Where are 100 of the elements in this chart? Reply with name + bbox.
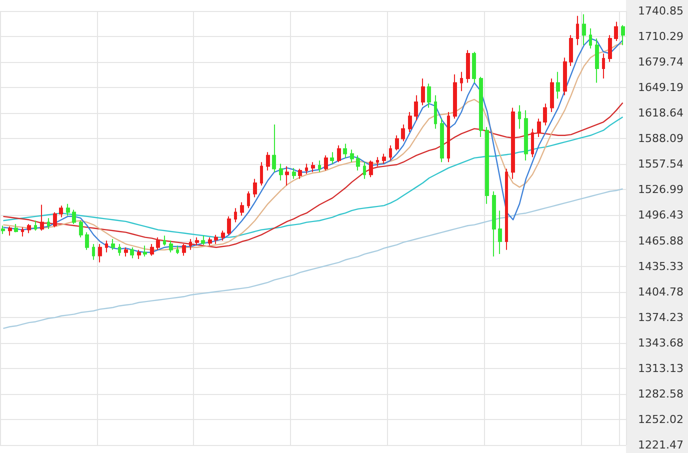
candlestick: [92, 244, 95, 260]
candlestick: [382, 153, 386, 164]
candlestick: [343, 143, 347, 158]
candlestick: [143, 245, 147, 258]
candlestick: [156, 236, 160, 250]
candlestick: [311, 162, 315, 173]
candlestick: [260, 162, 263, 186]
candlestick: [492, 190, 496, 258]
candlestick: [330, 152, 334, 164]
candlestick: [505, 168, 508, 250]
candlestick: [182, 244, 186, 256]
candlestick: [266, 152, 270, 171]
y-tick-label: 1313.13: [638, 362, 684, 375]
candlestick: [485, 126, 489, 204]
candlestick: [602, 52, 605, 80]
candlestick: [247, 190, 250, 209]
candlestick: [576, 15, 579, 46]
candlestick: [563, 57, 567, 96]
candlestick: [176, 245, 179, 255]
candlestick: [569, 34, 573, 67]
y-tick-label: 1588.09: [638, 132, 684, 146]
candlestick: [1, 225, 5, 234]
candlestick: [414, 94, 418, 121]
candlestick: [279, 163, 283, 182]
y-tick-label: 1221.47: [638, 438, 684, 452]
candlestick: [395, 134, 399, 151]
candlestick: [27, 223, 31, 234]
y-tick-label: 1282.58: [638, 387, 684, 400]
candlestick: [389, 144, 392, 161]
candlestick: [34, 220, 37, 232]
candlestick: [137, 249, 141, 260]
candlestick: [589, 28, 592, 49]
candlestick: [272, 124, 276, 173]
y-tick-label: 1679.74: [638, 56, 684, 69]
candlestick: [531, 128, 534, 158]
candlestick: [324, 154, 328, 171]
candlestick: [498, 210, 502, 255]
candlestick: [292, 167, 296, 180]
y-tick-label: 1465.88: [638, 234, 684, 248]
candlestick: [195, 236, 199, 246]
y-tick-label: 1649.19: [638, 81, 684, 94]
candlestick: [105, 240, 108, 253]
candlestick: [208, 236, 212, 246]
line-series: [2, 116, 624, 238]
candlestick: [543, 103, 547, 126]
candlestick: [169, 240, 173, 253]
candlestick: [518, 104, 521, 130]
candlestick: [118, 244, 121, 256]
candlestick: [221, 230, 225, 242]
candlestick: [66, 203, 70, 216]
candlestick: [440, 118, 444, 163]
candlestick: [447, 111, 450, 163]
candlestick: [253, 178, 257, 198]
candlestick: [305, 163, 308, 174]
candlestick: [47, 218, 50, 230]
candlestick: [201, 235, 205, 246]
candlestick: [53, 212, 57, 228]
candlestick: [595, 38, 599, 84]
candlestick: [227, 216, 231, 236]
candlestick: [98, 244, 102, 263]
candlestick: [434, 94, 437, 130]
candlestick: [21, 226, 24, 237]
candlestick: [614, 21, 618, 42]
y-tick-label: 1343.68: [638, 336, 684, 350]
candlestick: [608, 34, 612, 62]
line-series: [2, 188, 624, 330]
candlestick: [72, 209, 76, 224]
candlestick: [163, 235, 166, 246]
candlestick: [130, 246, 134, 259]
y-tick-label: 1710.29: [638, 30, 684, 44]
y-tick-label: 1526.99: [638, 183, 684, 196]
candlestick: [111, 238, 115, 250]
candlestick: [582, 14, 586, 46]
y-tick-label: 1618.64: [638, 106, 684, 120]
candlestick: [479, 76, 483, 138]
y-tick-label: 1404.78: [638, 285, 684, 298]
candlestick: [401, 124, 405, 142]
candlestick: [550, 78, 554, 112]
candlestick: [189, 238, 192, 250]
candlestick: [427, 83, 431, 108]
candlestick: [337, 144, 341, 163]
candlestick: [460, 71, 463, 92]
candlestick: [318, 160, 321, 173]
candlestick: [363, 162, 366, 180]
y-tick-label: 1557.54: [638, 158, 684, 171]
y-tick-label: 1740.85: [638, 4, 684, 18]
candlestick: [298, 168, 302, 180]
candlestick: [621, 24, 625, 46]
candlestick: [8, 226, 12, 236]
candlestick: [79, 220, 83, 238]
candlestick: [408, 111, 412, 133]
candlestick: [369, 160, 373, 178]
candlestick: [511, 107, 515, 180]
y-tick-label: 1374.23: [638, 310, 684, 324]
candlestick: [124, 246, 128, 258]
candlestick: [14, 223, 18, 233]
candlestick: [234, 208, 237, 223]
candlestick: [356, 154, 360, 171]
candlestick: [285, 166, 289, 186]
candlestick: [556, 71, 560, 100]
